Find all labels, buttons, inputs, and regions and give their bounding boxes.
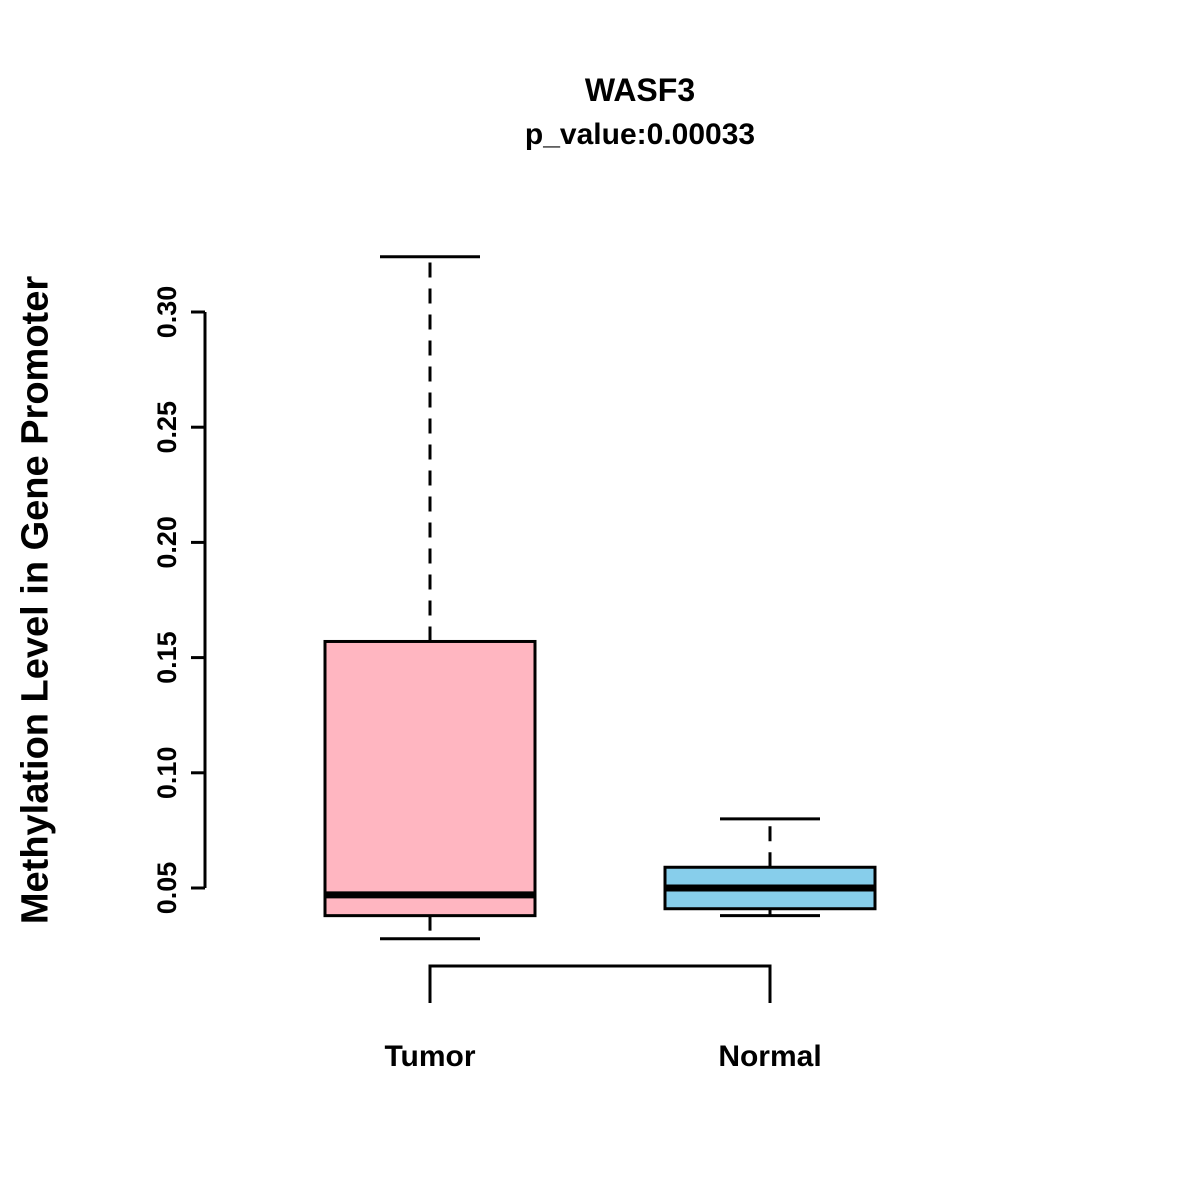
tumor-boxplot (323, 255, 537, 941)
y-axis-tick-label: 0.15 (152, 631, 182, 684)
y-axis-tick-label: 0.25 (152, 401, 182, 454)
y-axis-tick-label: 0.10 (152, 747, 182, 800)
chart-title: WASF3 (584, 72, 696, 108)
comparison-bracket (428, 964, 772, 1003)
y-axis-tick-label: 0.20 (152, 516, 182, 569)
iqr-box (323, 639, 537, 918)
y-axis-label: Methylation Level in Gene Promoter (14, 275, 57, 925)
y-axis-tick-label: 0.30 (152, 286, 182, 339)
x-category-label-normal: Normal (718, 1040, 822, 1073)
normal-boxplot (663, 817, 877, 918)
y-axis-tick-label: 0.05 (152, 862, 182, 915)
x-category-label-tumor: Tumor (384, 1040, 476, 1073)
chart-subtitle: p_value:0.00033 (524, 118, 756, 151)
